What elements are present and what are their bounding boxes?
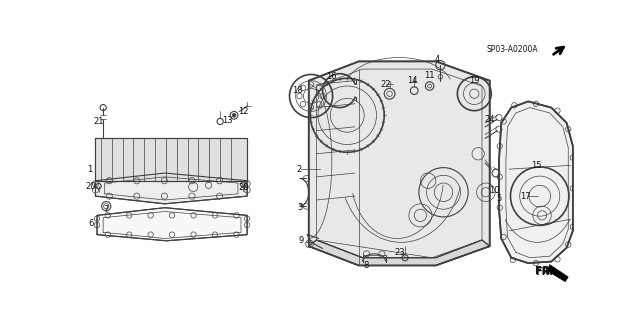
Polygon shape — [547, 265, 568, 282]
Text: 15: 15 — [531, 161, 541, 170]
Text: FR.: FR. — [536, 267, 554, 277]
Text: 9: 9 — [298, 236, 303, 245]
Text: 22: 22 — [381, 80, 391, 89]
Text: 1: 1 — [86, 165, 92, 174]
Text: 14: 14 — [408, 76, 418, 85]
Circle shape — [232, 113, 236, 117]
Polygon shape — [499, 101, 573, 263]
Text: 17: 17 — [520, 192, 531, 201]
Polygon shape — [308, 240, 490, 265]
Text: FR.: FR. — [536, 266, 555, 276]
Text: 13: 13 — [223, 116, 233, 125]
Text: 11: 11 — [424, 71, 435, 80]
Text: 18: 18 — [292, 86, 303, 95]
Text: 10: 10 — [489, 186, 500, 195]
Text: 5: 5 — [496, 194, 502, 203]
Text: 16: 16 — [326, 72, 337, 81]
Text: 23: 23 — [394, 248, 405, 257]
Text: 20: 20 — [238, 183, 248, 192]
Polygon shape — [95, 138, 247, 181]
Text: 12: 12 — [238, 107, 248, 116]
Polygon shape — [95, 173, 247, 204]
Polygon shape — [97, 208, 247, 241]
Text: 19: 19 — [469, 76, 479, 85]
Text: 2: 2 — [296, 165, 301, 174]
Text: 3: 3 — [298, 203, 303, 212]
Text: 24: 24 — [484, 115, 495, 124]
Text: 21: 21 — [93, 117, 104, 126]
Text: 4: 4 — [435, 55, 440, 64]
Text: SP03-A0200A: SP03-A0200A — [487, 45, 539, 54]
Text: 7: 7 — [104, 205, 109, 214]
Polygon shape — [308, 61, 490, 265]
Text: 8: 8 — [364, 261, 369, 270]
Text: 6: 6 — [88, 219, 93, 227]
Text: 20: 20 — [86, 182, 96, 191]
